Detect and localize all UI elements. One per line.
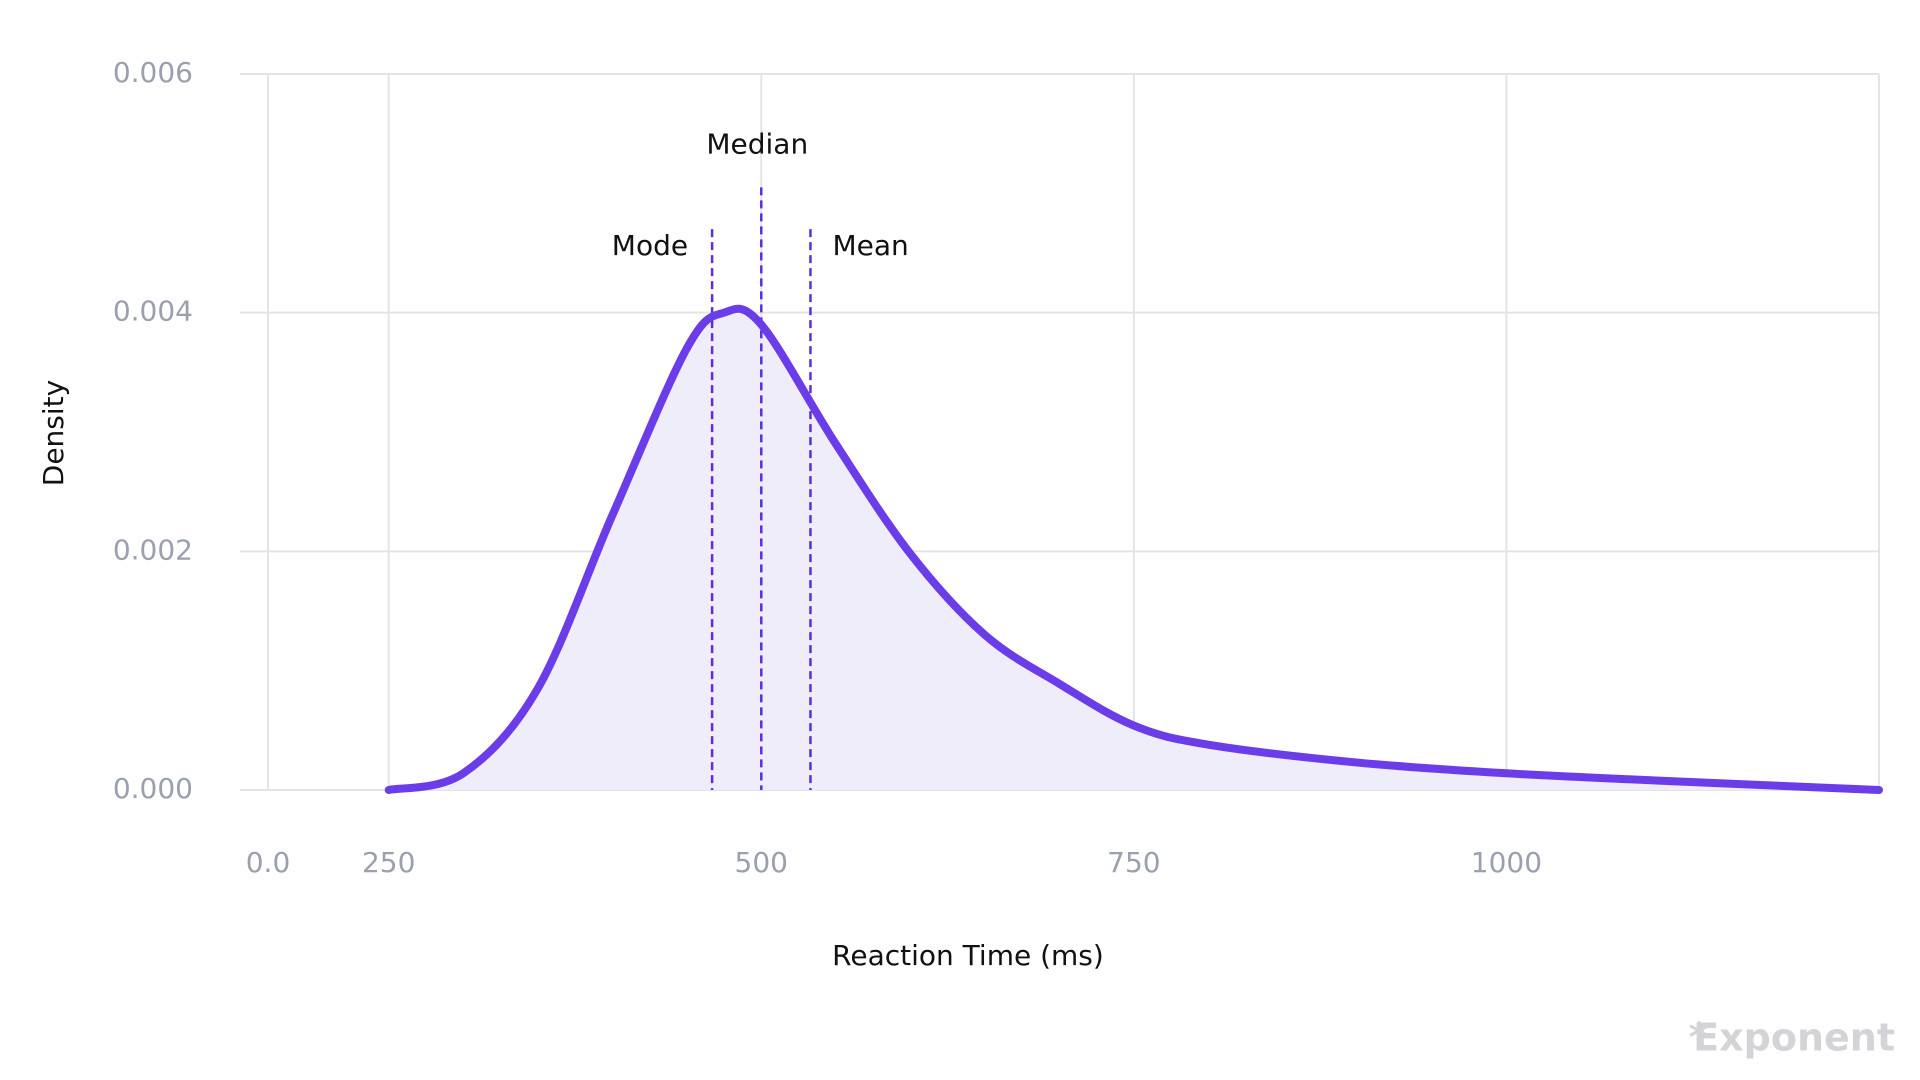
annotation-label: Mode <box>612 229 688 262</box>
watermark-text: Exponent <box>1693 1016 1895 1060</box>
y-tick-label: 0.004 <box>113 295 193 328</box>
y-tick-label: 0.000 <box>113 772 193 805</box>
x-axis-label: Reaction Time (ms) <box>832 939 1104 972</box>
x-tick-label: 250 <box>362 846 415 879</box>
x-tick-label: 1000 <box>1471 846 1542 879</box>
y-tick-label: 0.002 <box>113 533 193 566</box>
annotation-label: Median <box>706 127 808 160</box>
annotation-label: Mean <box>832 229 908 262</box>
y-tick-label: 0.006 <box>113 56 193 89</box>
y-axis-label: Density <box>37 380 70 486</box>
watermark-icon: * <box>1689 1015 1710 1061</box>
x-tick-label: 500 <box>735 846 788 879</box>
watermark: * Exponent <box>1689 1015 1895 1061</box>
line <box>384 304 1883 794</box>
x-tick-label: 0.0 <box>246 846 291 879</box>
x-tick-label: 750 <box>1107 846 1160 879</box>
